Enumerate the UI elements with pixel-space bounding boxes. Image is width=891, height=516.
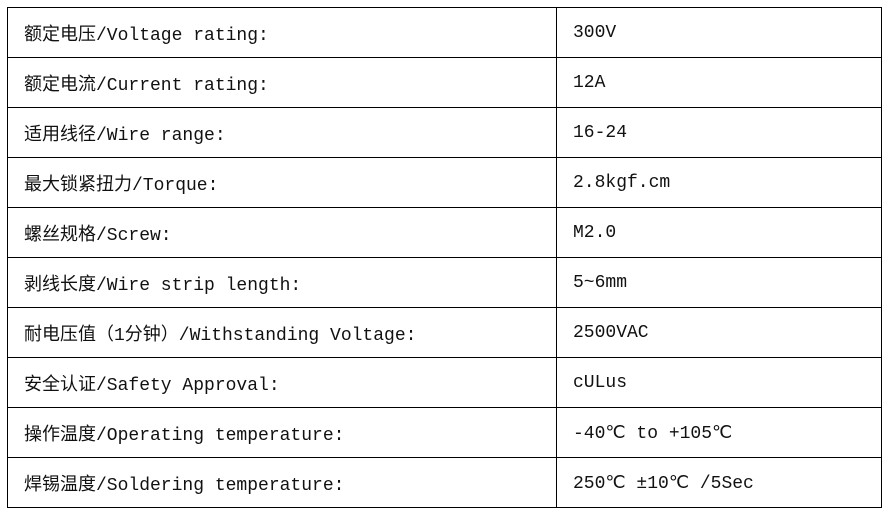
table-row: 耐电压值（1分钟）/Withstanding Voltage: 2500VAC — [7, 307, 882, 358]
spec-value: -40℃ to +105℃ — [556, 407, 882, 458]
spec-label: 焊锡温度/Soldering temperature: — [7, 457, 557, 508]
spec-table: 额定电压/Voltage rating: 300V 额定电流/Current rat… — [7, 7, 882, 508]
spec-value: 2.8kgf.cm — [556, 157, 882, 208]
spec-value: 300V — [556, 7, 882, 58]
table-row: 剥线长度/Wire strip length: 5~6mm — [7, 257, 882, 308]
spec-label: 适用线径/Wire range: — [7, 107, 557, 158]
table-row: 最大锁紧扭力/Torque: 2.8kgf.cm — [7, 157, 882, 208]
spec-label: 安全认证/Safety Approval: — [7, 357, 557, 408]
spec-label: 操作温度/Operating temperature: — [7, 407, 557, 458]
spec-value: cULus — [556, 357, 882, 408]
spec-value: 2500VAC — [556, 307, 882, 358]
spec-value: 250℃ ±10℃ /5Sec — [556, 457, 882, 508]
spec-value: 12A — [556, 57, 882, 108]
spec-value: M2.0 — [556, 207, 882, 258]
table-row: 焊锡温度/Soldering temperature: 250℃ ±10℃ /5S… — [7, 457, 882, 508]
table-row: 额定电压/Voltage rating: 300V — [7, 7, 882, 58]
table-row: 螺丝规格/Screw: M2.0 — [7, 207, 882, 258]
spec-label: 剥线长度/Wire strip length: — [7, 257, 557, 308]
table-row: 安全认证/Safety Approval: cULus — [7, 357, 882, 408]
spec-value: 16-24 — [556, 107, 882, 158]
table-row: 额定电流/Current rating: 12A — [7, 57, 882, 108]
spec-value: 5~6mm — [556, 257, 882, 308]
spec-label: 额定电流/Current rating: — [7, 57, 557, 108]
table-row: 适用线径/Wire range: 16-24 — [7, 107, 882, 158]
table-row: 操作温度/Operating temperature: -40℃ to +105℃ — [7, 407, 882, 458]
spec-label: 最大锁紧扭力/Torque: — [7, 157, 557, 208]
spec-label: 额定电压/Voltage rating: — [7, 7, 557, 58]
spec-label: 螺丝规格/Screw: — [7, 207, 557, 258]
spec-label: 耐电压值（1分钟）/Withstanding Voltage: — [7, 307, 557, 358]
